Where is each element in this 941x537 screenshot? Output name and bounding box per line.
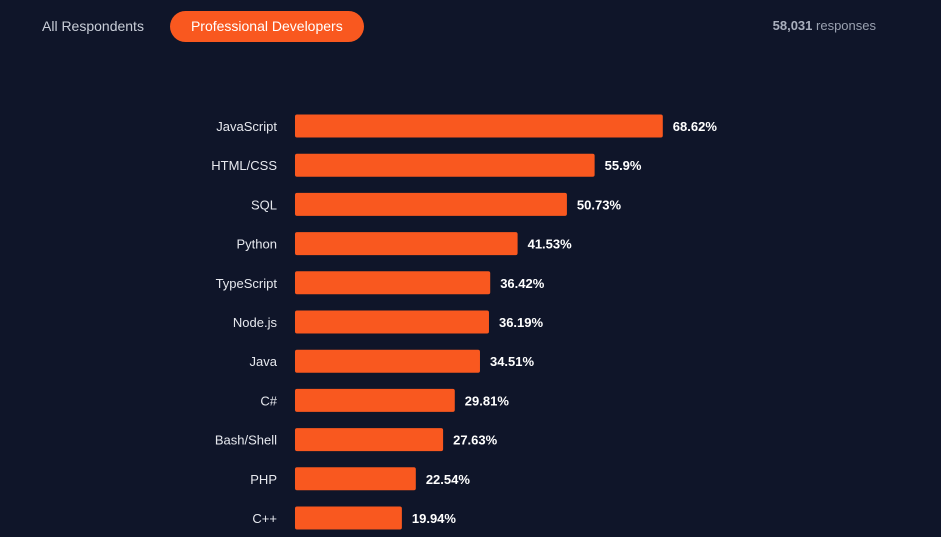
bar-c[interactable] — [295, 388, 455, 412]
value-label-sql: 50.73% — [577, 197, 622, 212]
bar-html-css[interactable] — [295, 153, 595, 177]
value-label-c: 29.81% — [465, 393, 510, 408]
category-label-php: PHP — [250, 472, 277, 487]
bar-javascript[interactable] — [295, 114, 663, 138]
category-label-javascript: JavaScript — [216, 119, 277, 134]
bar-c[interactable] — [295, 506, 402, 530]
response-count-label: responses — [816, 18, 876, 33]
bar-python[interactable] — [295, 232, 518, 256]
value-label-c: 19.94% — [412, 511, 457, 526]
response-count: 58,031 responses — [773, 18, 876, 33]
bar-php[interactable] — [295, 467, 416, 491]
value-label-python: 41.53% — [528, 237, 573, 252]
category-label-sql: SQL — [251, 197, 277, 212]
category-label-html-css: HTML/CSS — [211, 158, 277, 173]
value-label-java: 34.51% — [490, 354, 535, 369]
bar-typescript[interactable] — [295, 271, 491, 295]
bar-java[interactable] — [295, 349, 480, 373]
respondent-tabs: All Respondents Professional Developers — [28, 11, 364, 42]
category-label-bash-shell: Bash/Shell — [215, 433, 277, 448]
value-label-node-js: 36.19% — [499, 315, 544, 330]
category-label-node-js: Node.js — [233, 315, 278, 330]
tab-all-respondents[interactable]: All Respondents — [42, 18, 144, 34]
value-label-php: 22.54% — [426, 472, 471, 487]
category-label-java: Java — [250, 354, 278, 369]
category-label-c: C# — [260, 393, 277, 408]
bar-bash-shell[interactable] — [295, 428, 444, 452]
value-label-bash-shell: 27.63% — [453, 433, 498, 448]
value-label-html-css: 55.9% — [605, 158, 642, 173]
bar-sql[interactable] — [295, 192, 567, 216]
value-label-typescript: 36.42% — [500, 276, 545, 291]
category-label-c: C++ — [252, 511, 277, 526]
bar-node-js[interactable] — [295, 310, 489, 334]
tab-professional-developers[interactable]: Professional Developers — [169, 11, 364, 42]
response-count-value: 58,031 — [772, 18, 813, 33]
category-label-typescript: TypeScript — [216, 276, 278, 291]
value-label-javascript: 68.62% — [673, 119, 718, 134]
category-label-python: Python — [237, 237, 277, 252]
